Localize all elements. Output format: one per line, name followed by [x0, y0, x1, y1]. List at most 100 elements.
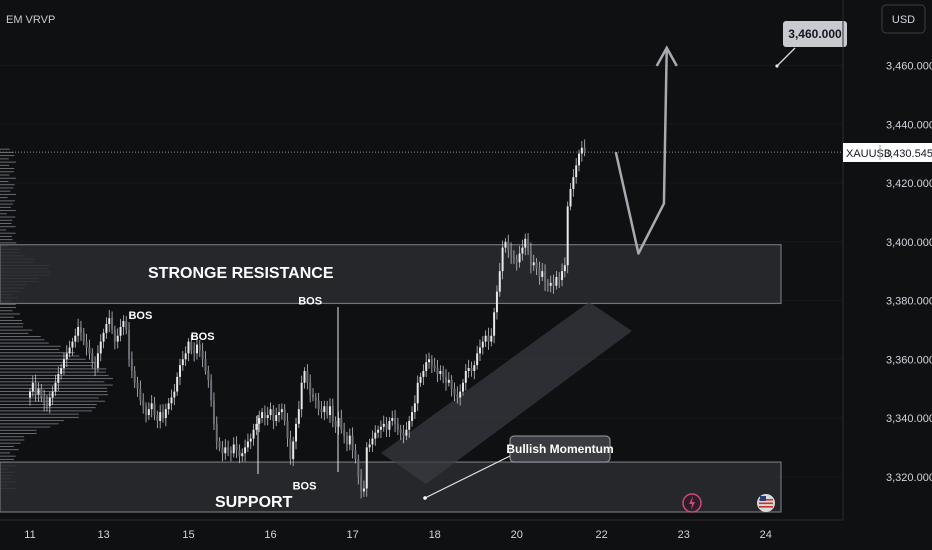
volume-profile-bar: [0, 332, 29, 334]
volume-profile-bar: [0, 352, 75, 354]
candle-body: [430, 359, 433, 366]
volume-profile-bar: [0, 455, 16, 457]
momentum-callout-box[interactable]: [509, 435, 611, 463]
candle-body: [215, 423, 218, 442]
candle-body: [29, 391, 31, 398]
candle-body: [334, 420, 337, 427]
candle-body: [272, 409, 275, 421]
flag-icon[interactable]: [757, 494, 775, 512]
candle-body: [374, 432, 377, 439]
volume-profile-bar: [0, 206, 11, 208]
volume-profile-bar: [0, 336, 41, 338]
candle-body: [481, 341, 484, 348]
candle-body: [328, 406, 331, 416]
resistance-zone[interactable]: [0, 244, 782, 305]
candle-body: [85, 341, 88, 348]
candle-body: [442, 371, 445, 377]
candle-body: [470, 368, 473, 371]
projection-arrow-head: [655, 45, 678, 67]
candle-body: [317, 400, 320, 410]
volume-profile-bar: [0, 213, 7, 215]
candle-body: [224, 447, 227, 454]
volume-profile-bar: [0, 187, 14, 189]
candle-body: [371, 438, 374, 445]
volume-profile-bar: [0, 239, 13, 241]
volume-profile-bar: [0, 171, 14, 173]
candle-body: [153, 403, 156, 416]
candle-body: [524, 238, 527, 248]
time-tick-label: 24: [760, 529, 772, 541]
bos-label: BOS: [128, 310, 152, 322]
candle-body: [521, 247, 524, 254]
currency-button[interactable]: USD: [881, 4, 926, 34]
candle-body: [275, 415, 278, 421]
support-zone[interactable]: [0, 461, 782, 513]
currency-button-frame[interactable]: [881, 4, 926, 34]
currency-button-label[interactable]: USD: [892, 14, 915, 26]
last-price-label: XAUUSD 3,430.545: [843, 143, 932, 162]
candle-body: [280, 409, 283, 413]
candle-body: [142, 400, 145, 407]
candle-body: [263, 412, 266, 418]
candle-body: [295, 423, 298, 442]
candle-body: [258, 418, 261, 424]
candle-body: [388, 420, 391, 430]
indicator-label[interactable]: EM VRVP: [6, 14, 55, 26]
candle-body: [283, 409, 286, 421]
volume-profile-bar: [0, 235, 12, 237]
candle-body: [476, 353, 479, 366]
candle-body: [181, 359, 184, 366]
volume-profile-bar: [0, 452, 11, 454]
candle-body: [195, 344, 198, 354]
candle-body: [515, 259, 518, 263]
volume-profile-bar: [0, 323, 24, 325]
price-tick-label: 3,460.000: [886, 61, 932, 73]
candle-body: [261, 412, 264, 418]
candle-body: [323, 406, 326, 413]
volume-profile-bar: [0, 410, 92, 412]
time-tick-label: 22: [596, 529, 608, 541]
volume-profile-bar: [0, 413, 79, 415]
candle-body: [538, 268, 541, 277]
volume-profile-bar: [0, 226, 16, 228]
volume-profile-bar: [0, 242, 17, 244]
time-tick-label: 15: [182, 529, 194, 541]
volume-profile-bar: [0, 458, 15, 460]
candle-body: [439, 371, 442, 374]
volume-profile-bar: [0, 365, 93, 367]
candle-body: [572, 177, 575, 189]
candle-body: [62, 359, 65, 369]
volume-profile-bar: [0, 329, 33, 331]
candle-body: [422, 371, 425, 377]
candle-body: [45, 403, 48, 407]
candle-body: [119, 326, 122, 336]
volume-profile-bar: [0, 423, 59, 425]
volume-profile-bar: [0, 310, 13, 312]
target-price-box[interactable]: [783, 21, 847, 47]
candle-body: [312, 394, 314, 398]
candle-body: [343, 429, 346, 436]
projection-path[interactable]: [614, 47, 668, 255]
bullish-channel[interactable]: [381, 302, 632, 484]
candle-body: [68, 347, 71, 354]
volume-profile-bar: [0, 407, 96, 409]
candle-body: [368, 444, 371, 448]
volume-profile-bar: [0, 429, 37, 431]
volume-profile-bar: [0, 387, 108, 389]
candle-body: [583, 147, 586, 153]
candle-body: [252, 429, 255, 439]
candle-body: [96, 353, 99, 369]
lightning-icon[interactable]: [682, 493, 702, 513]
price-axis: 3,460.000 3,440.000 3,420.000 3,400.000 3,38…: [886, 61, 932, 484]
candle-body: [360, 476, 363, 492]
candle-body: [461, 382, 464, 392]
candle-body: [150, 403, 153, 410]
volume-profile-bar: [0, 161, 16, 163]
volume-profile-bar: [0, 442, 21, 444]
volume-profile-bar: [0, 403, 97, 405]
annotations: STRONGE RESISTANCESUPPORTBOSBOSBOSBOSBul…: [128, 265, 613, 511]
candle-body: [453, 388, 456, 395]
volume-profile-bar: [0, 358, 86, 360]
candle-body: [445, 376, 448, 383]
